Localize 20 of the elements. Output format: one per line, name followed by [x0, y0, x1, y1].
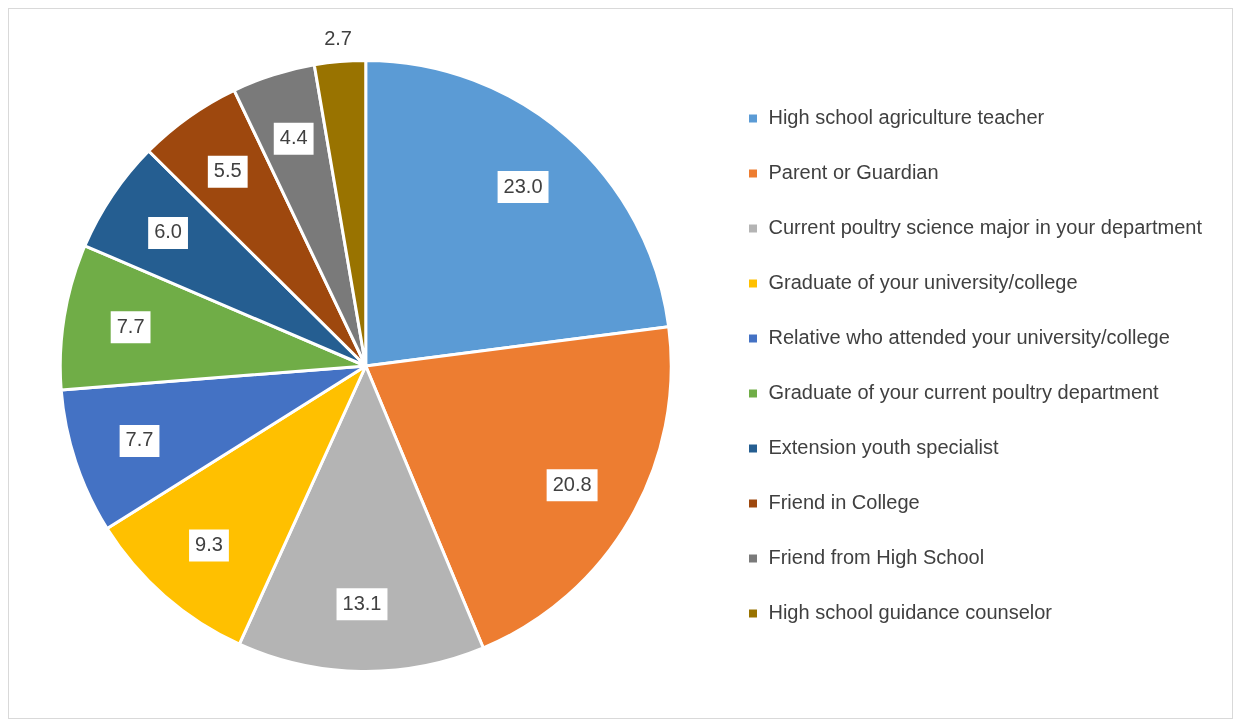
data-label: 13.1 — [342, 591, 382, 614]
data-label: 4.4 — [279, 126, 308, 149]
data-label: 9.3 — [195, 532, 223, 555]
legend-label: Graduate of your current poultry department — [768, 381, 1160, 404]
legend-label: Friend from High School — [768, 546, 985, 569]
legend-label: Friend in College — [768, 491, 920, 514]
data-label: 6.0 — [154, 220, 182, 243]
data-label: 7.7 — [116, 314, 145, 337]
legend-label: Graduate of your university/college — [768, 271, 1078, 294]
data-label: 5.5 — [213, 159, 242, 182]
data-label: 7.7 — [125, 428, 154, 451]
legend-label: Current poultry science major in your department — [768, 216, 1203, 239]
legend-label: High school agriculture teacher — [768, 106, 1045, 129]
data-label: 20.8 — [552, 472, 592, 495]
legend-label: Extension youth specialist — [768, 436, 1000, 459]
data-label: 2.7 — [324, 27, 352, 50]
legend-label: Parent or Guardian — [768, 161, 939, 184]
legend-label: Relative who attended your university/college — [768, 326, 1170, 349]
legend-label: High school guidance counselor — [768, 601, 1053, 624]
data-label: 23.0 — [503, 174, 543, 197]
